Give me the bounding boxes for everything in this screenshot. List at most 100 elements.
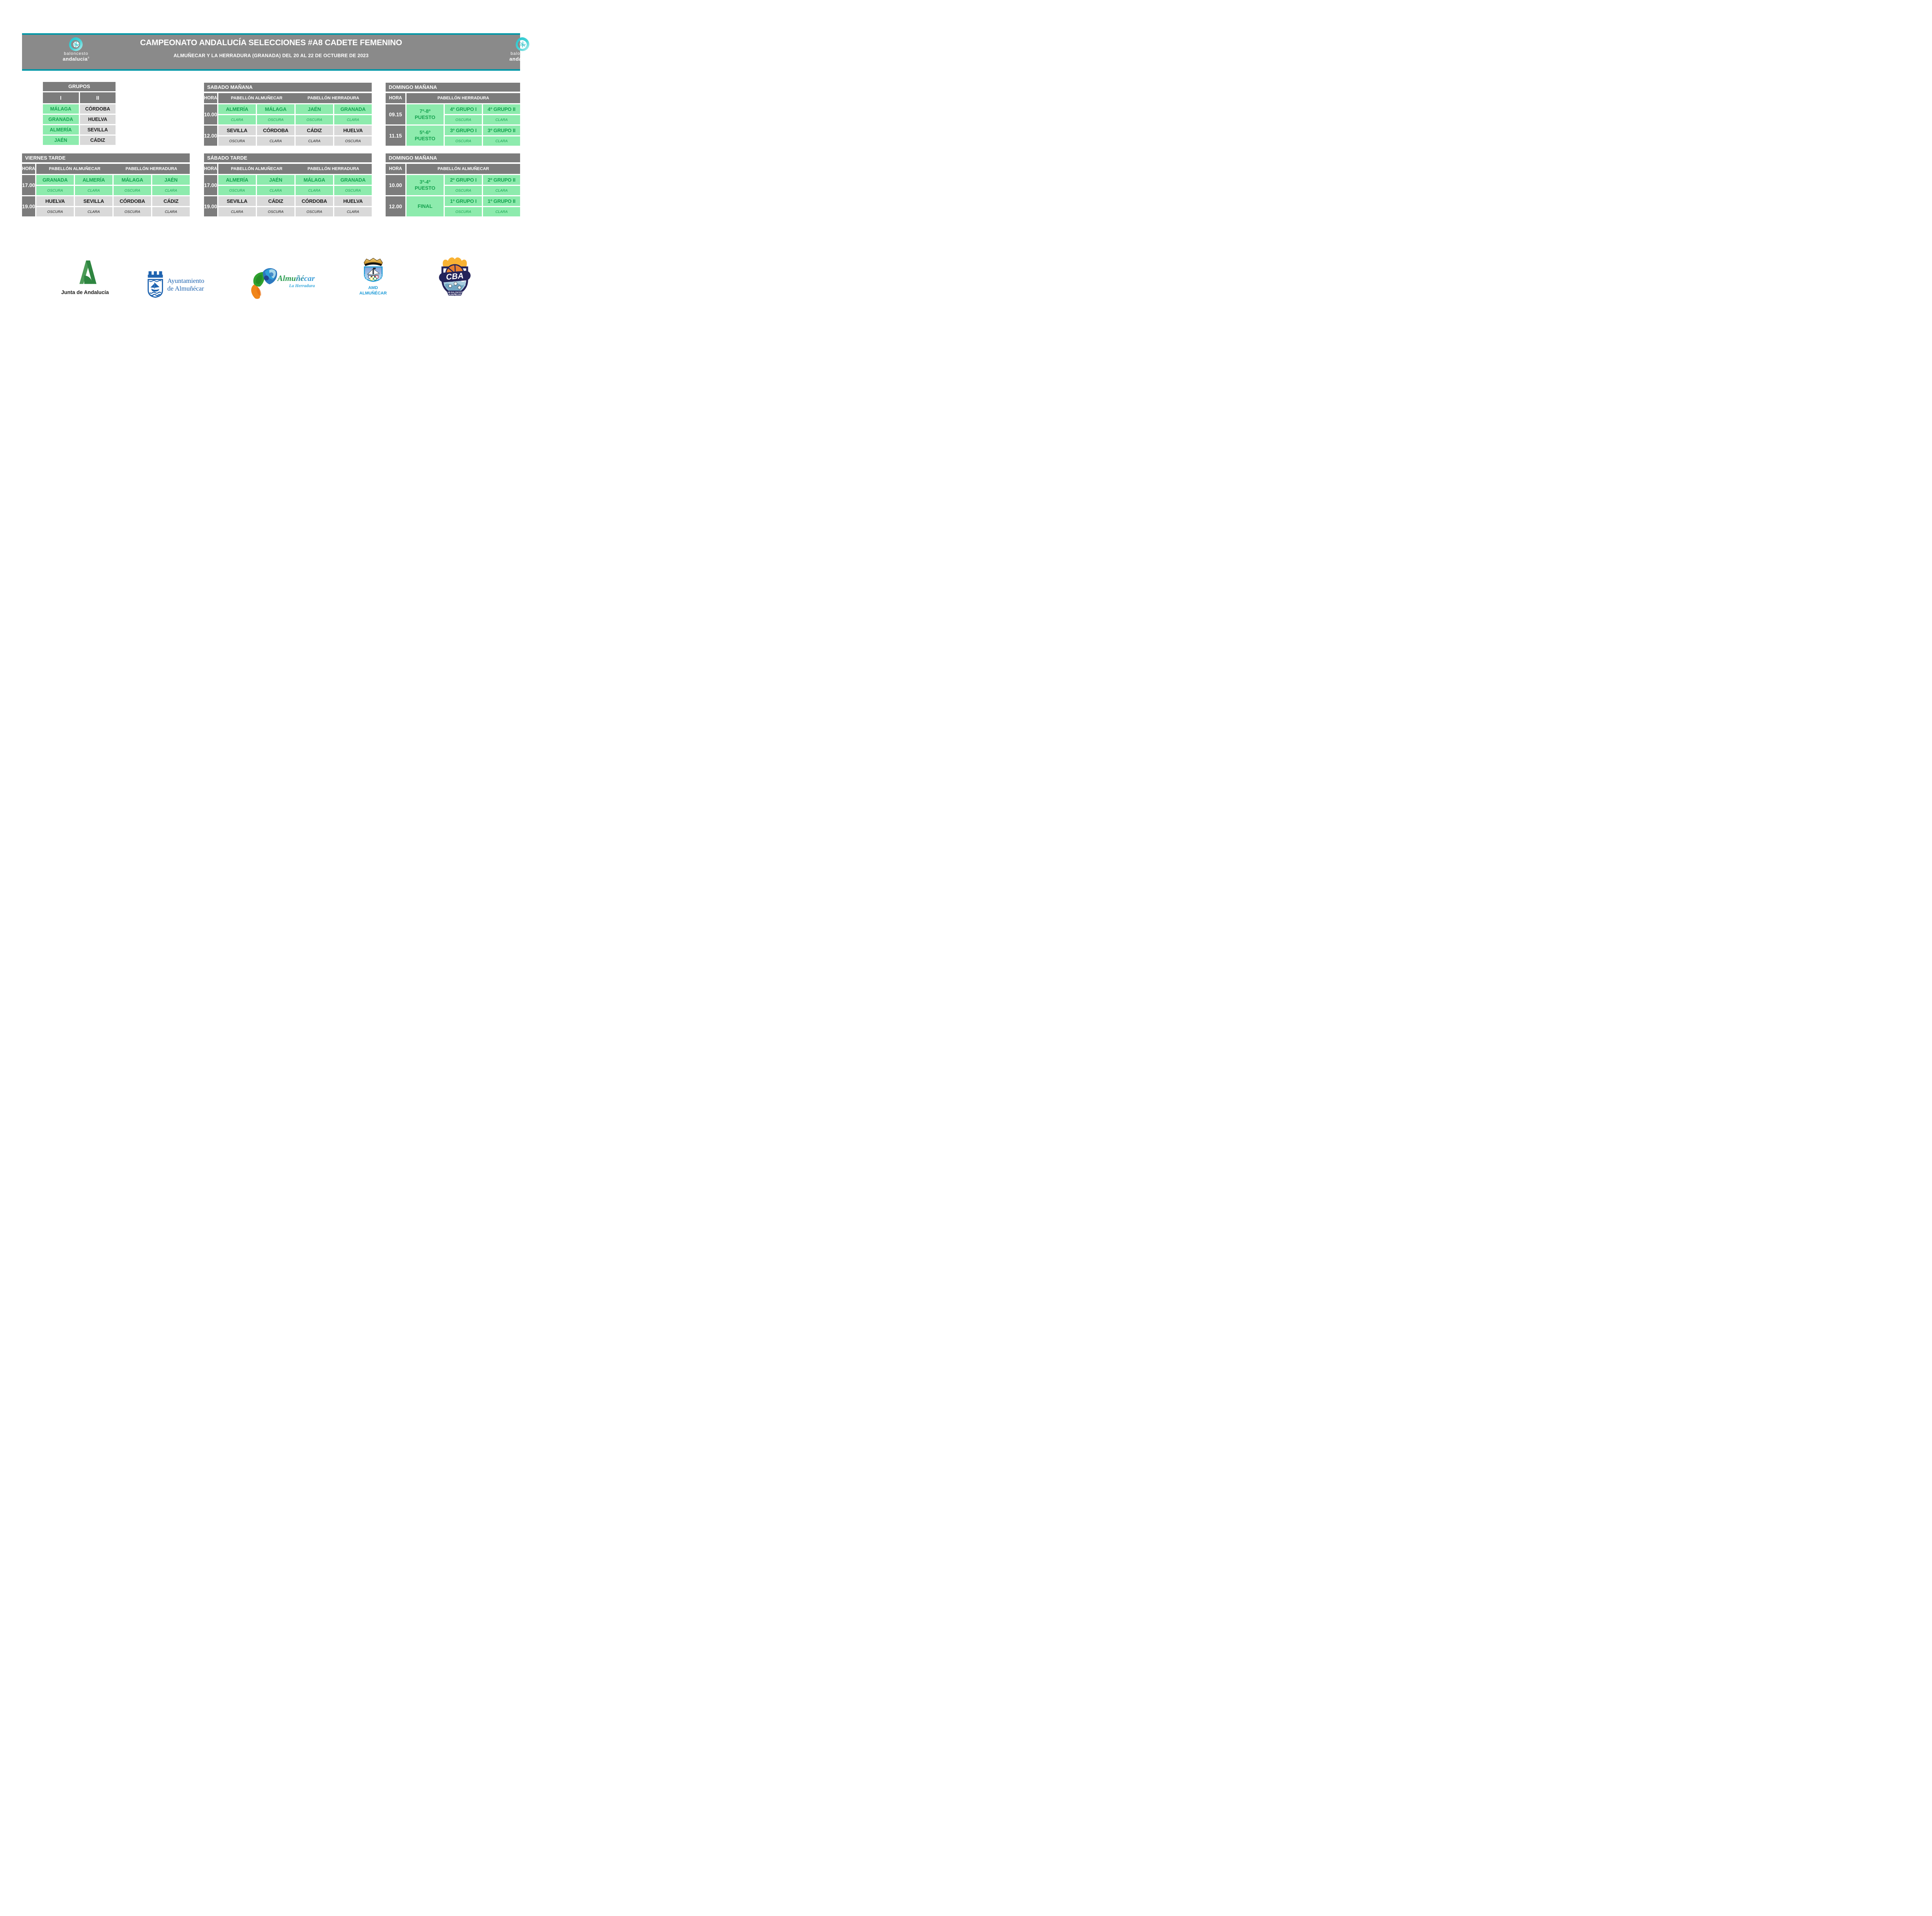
junta-andalucia-a-icon [79,260,97,284]
kit-cell: OSCURA [218,186,256,195]
grupos-row: ALMERÍA SEVILLA [43,125,116,134]
page-title: CAMPEONATO ANDALUCÍA SELECCIONES #A8 CAD… [140,38,402,47]
kit-cell: CLARA [75,207,112,216]
baloncesto-andalucia-logo-right: baloncesto andalucia® [504,37,541,68]
ayuntamiento-line1: Ayuntamiento [167,277,204,284]
viernes-tarde-table: VIERNES TARDE HORA PABELLÓN ALMUÑECAR PA… [22,153,190,216]
kit-cell: OSCURA [36,186,74,195]
team-cell: SEVILLA [218,196,256,206]
ayuntamiento-label: Ayuntamiento de Almuñécar [167,277,204,293]
team-cell: CÓRDOBA [114,196,151,206]
team-cell: CÓRDOBA [296,196,333,206]
logo-text-andalucia: andalucia® [509,56,536,62]
sabado-manana-table: SABADO MAÑANA HORA PABELLÓN ALMUÑECAR PA… [204,83,372,146]
cba-club-line2: ALMUÑÉCAR [449,293,461,296]
session-title: DOMINGO MAÑANA [386,83,520,92]
team-cell: CÁDIZ [257,196,294,206]
ayuntamiento-line2: de Almuñécar [167,285,204,292]
team-cell: HUELVA [334,126,372,135]
grupos-row: MÁLAGA CÓRDOBA [43,104,116,114]
kit-cell: OSCURA [36,207,74,216]
almunecar-herradura-logo: Almuñécar La Herradura [248,267,337,299]
group2-team: CÁDIZ [80,136,116,145]
kit-cell: OSCURA [296,115,333,124]
venue-1: PABELLÓN ALMUÑECAR [49,167,100,171]
venues-header: PABELLÓN ALMUÑECAR PABELLÓN HERRADURA [36,164,190,174]
team-cell: CÓRDOBA [257,126,294,135]
kit-cell: CLARA [152,186,190,195]
match-cell: 2º GRUPO II [483,175,520,185]
team-cell: CÁDIZ [152,196,190,206]
time-cell: 17.00 [22,175,35,195]
venue-1: PABELLÓN ALMUÑECAR [231,96,282,100]
team-cell: HUELVA [36,196,74,206]
venues-header: PABELLÓN ALMUÑECAR [406,164,520,174]
session-title: VIERNES TARDE [22,153,190,162]
venue-2: PABELLÓN HERRADURA [307,167,359,171]
placement-label: 3º-4º PUESTO [406,175,444,195]
junta-andalucia-label: Junta de Andalucía [61,289,109,295]
time-cell: 10.00 [204,104,217,124]
match-cell: 1º GRUPO II [483,196,520,206]
hora-header: HORA [204,164,217,174]
amd-shield-icon [364,258,383,282]
domingo-manana-herradura-table: DOMINGO MAÑANA HORA PABELLÓN HERRADURA 0… [386,83,520,146]
almunecar-name-3: car [304,274,315,283]
sabado-tarde-table: SÁBADO TARDE HORA PABELLÓN ALMUÑECAR PAB… [204,153,372,216]
hour-block: 17.00 GRANADA ALMERÍA MÁLAGA JAÉN OSCURA… [22,175,190,195]
ayuntamiento-shield-icon [148,271,163,298]
match-cell: 3º GRUPO II [483,126,520,135]
kit-cell: CLARA [257,186,294,195]
session-title: SABADO MAÑANA [204,83,372,92]
hora-header: HORA [204,93,217,103]
team-cell: ALMERÍA [218,104,256,114]
tournament-poster: baloncesto andalucia® CAMPEONATO ANDALUC… [0,0,542,383]
team-cell: MÁLAGA [257,104,294,114]
venue-2: PABELLÓN HERRADURA [307,96,359,100]
hour-block: 10.00 3º-4º PUESTO 2º GRUPO I 2º GRUPO I… [386,175,520,195]
group2-team: CÓRDOBA [80,104,116,114]
group2-team: SEVILLA [80,125,116,134]
session-header: HORA PABELLÓN ALMUÑECAR PABELLÓN HERRADU… [204,93,372,103]
cba-logo: CBA CLUB BALONCESTO ALMUÑÉCAR [439,256,471,299]
logo-text-baloncesto: baloncesto [64,51,88,56]
team-cell: GRANADA [36,175,74,185]
almunecar-fan-icon [251,268,277,299]
team-cell: MÁLAGA [296,175,333,185]
placement-label: 7º-8º PUESTO [406,104,444,124]
kit-cell: OSCURA [257,115,294,124]
team-cell: JAÉN [257,175,294,185]
team-cell: GRANADA [334,104,372,114]
group1-team: MÁLAGA [43,104,79,114]
hora-header: HORA [386,164,405,174]
venue-1: PABELLÓN ALMUÑECAR [231,167,282,171]
team-cell: GRANADA [334,175,372,185]
venue-2: PABELLÓN HERRADURA [125,167,177,171]
logo-text-andalucia: andalucia® [63,56,90,62]
placement-label: 5º-6º PUESTO [406,126,444,146]
header-banner: baloncesto andalucia® CAMPEONATO ANDALUC… [22,33,536,71]
time-cell: 12.00 [204,126,217,146]
venues-header: PABELLÓN ALMUÑECAR PABELLÓN HERRADURA [218,164,372,174]
match-cell: 1º GRUPO I [445,196,482,206]
logo-text-baloncesto: baloncesto [510,51,535,56]
baloncesto-andalucia-swoosh-icon [69,37,83,51]
almunecar-name-1: Almu [277,274,296,283]
kit-cell: CLARA [218,207,256,216]
kit-cell: OSCURA [296,207,333,216]
hour-block: 12.00 SEVILLA CÓRDOBA CÁDIZ HUELVA OSCUR… [204,126,372,146]
kit-cell: CLARA [152,207,190,216]
baloncesto-andalucia-logo-left: baloncesto andalucia® [58,37,95,68]
grupos-row: GRANADA HUELVA [43,115,116,124]
time-cell: 19.00 [204,196,217,216]
hora-header: HORA [22,164,35,174]
kit-cell: CLARA [75,186,112,195]
registered-mark: ® [534,57,536,60]
almunecar-label: Almuñécar La Herradura [277,274,315,288]
time-cell: 09.15 [386,104,405,124]
kit-cell: OSCURA [334,136,372,146]
session-header: HORA PABELLÓN ALMUÑECAR [386,164,520,174]
time-cell: 17.00 [204,175,217,195]
registered-mark: ® [87,57,90,60]
cba-acronym: CBA [446,271,464,282]
